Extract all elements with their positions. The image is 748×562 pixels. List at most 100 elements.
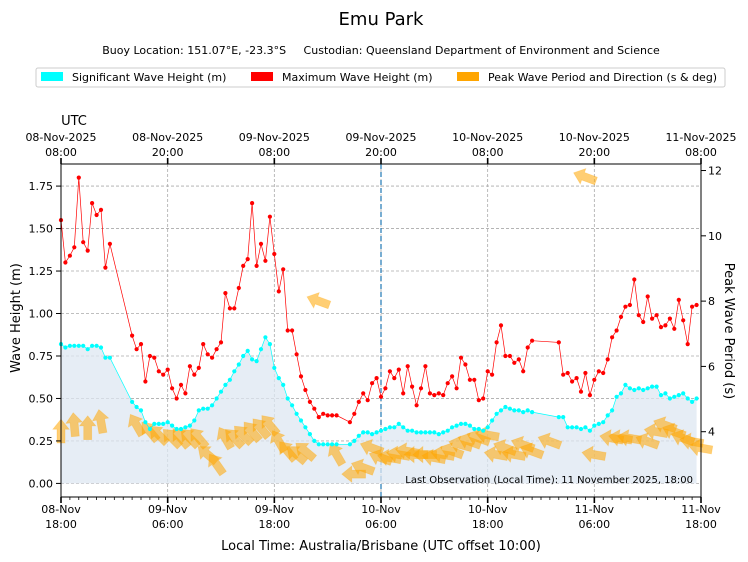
sig-height-point [681,391,686,396]
sig-height-point [103,355,108,360]
sig-height-point [383,426,388,432]
y-right-tick-label: 8 [708,295,715,308]
x-top-tick-label-time: 08:00 [685,146,717,159]
peak-arrow [252,418,272,441]
peak-arrow [617,429,643,447]
sig-height-point [90,343,95,348]
peak-arrow-shape [78,415,97,441]
y-right-tick-label: 4 [708,426,715,439]
max-height-point [152,355,157,360]
x-top-tick-label-date: 08-Nov-2025 [132,131,203,144]
x-bottom-tick-label-time: 18:00 [45,518,77,531]
peak-arrow [261,415,281,437]
sig-height-point [414,430,419,435]
x-bottom-tick-label-date: 09-Nov [255,503,295,516]
sig-height-point [450,425,455,430]
max-height-point [178,382,184,387]
max-height-series [58,175,699,425]
peak-arrow-shape [439,442,465,460]
sig-height-point [525,408,530,413]
sig-height-point [405,428,410,433]
sig-height-point [565,425,570,430]
y-axis-label-left: Wave Height (m) [9,263,24,373]
sig-height-point [170,423,175,428]
sig-height-point [587,428,593,433]
max-height-point [454,386,459,391]
sig-height-point [685,396,690,401]
sig-height-point [330,442,335,447]
max-height-point [370,381,375,386]
max-height-point [467,377,472,382]
sig-height-point [370,432,375,437]
y-left-tick-label: 1.25 [29,265,54,278]
sig-height-point [592,423,597,428]
peak-arrow-shape [243,421,263,444]
sig-height-point [570,425,575,430]
peak-arrow-shape [581,445,607,464]
sig-height-point [596,421,601,426]
sig-height-point [632,387,637,393]
max-height-point [445,381,450,386]
sig-height-series [58,335,699,447]
sig-height-point [272,365,277,370]
y-left-tick-label: 0.25 [29,435,54,448]
max-height-point [583,370,588,376]
sig-height-area [61,337,697,484]
sig-height-point [130,399,135,404]
max-height-point [694,302,699,308]
max-height-point [418,386,424,391]
sig-height-point [250,357,255,362]
max-height-point [94,212,99,218]
max-height-point [556,340,561,345]
max-height-point [267,214,272,219]
max-height-point [334,413,339,418]
sig-height-point [81,343,86,348]
peak-arrow [295,442,318,463]
legend-label-significant: Significant Wave Height (m) [72,71,226,84]
max-height-point [405,364,410,369]
max-height-point [134,347,139,352]
max-height-point [307,399,312,404]
sig-height-point [614,394,619,399]
max-height-point [201,342,206,347]
max-height-point [494,340,499,345]
max-height-point [63,260,68,265]
sig-height-point [183,425,188,430]
sig-height-point [441,430,446,435]
sig-height-point [156,421,161,426]
sig-height-point [476,426,481,432]
sig-height-point [303,425,308,430]
peak-arrow [519,442,545,460]
y-axis-label-right: Peak Wave Period (s) [721,263,736,399]
max-height-point [107,241,112,246]
x-bottom-tick-label-time: 06:00 [365,518,397,531]
sig-height-point [178,426,184,432]
peak-arrow [65,412,83,438]
sig-height-point [245,348,250,353]
max-height-point [498,323,504,328]
max-height-point [463,362,468,367]
sig-height-point [334,442,339,447]
max-height-point [401,391,406,396]
max-height-point [98,207,104,212]
max-height-point [490,372,495,377]
sig-height-point [196,408,201,413]
max-height-point [90,201,95,206]
max-height-point [170,386,175,391]
sig-height-point [530,410,535,415]
max-height-point [210,355,215,360]
sig-height-point [321,442,326,447]
sig-height-point [401,425,406,430]
x-bottom-tick-label-date: 09-Nov [148,503,188,516]
sig-height-point [676,393,681,398]
sig-height-point [507,406,512,411]
x-bottom-tick-label-date: 10-Nov [468,503,508,516]
sig-height-point [147,426,152,432]
max-height-point [281,267,286,272]
y-left-tick-label: 0.00 [29,477,54,490]
sig-height-point [498,408,504,413]
peak-arrow [439,442,465,460]
max-height-point [667,316,673,321]
sig-height-point [241,353,246,359]
